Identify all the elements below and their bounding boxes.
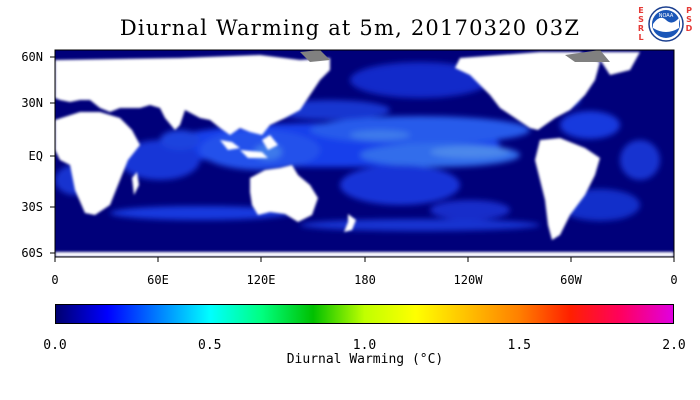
land-madagascar bbox=[132, 172, 139, 195]
lon-label-6: 0 bbox=[670, 273, 677, 287]
colorbar-title: Diurnal Warming (°C) bbox=[286, 352, 444, 367]
world-map: 60N 30N EQ 30S 60S 0 60E 120E 180 120W 60W 0 bbox=[21, 49, 678, 287]
map-title: Diurnal Warming at 5m, 20170320 03Z bbox=[119, 16, 581, 40]
lon-label-3: 180 bbox=[354, 273, 376, 287]
lat-label-1: 30N bbox=[21, 96, 43, 110]
noaa-logo: NOAA bbox=[648, 6, 684, 42]
land-masses bbox=[55, 52, 674, 257]
longitude-ticks: 0 60E 120E 180 120W 60W 0 bbox=[51, 257, 678, 287]
land-africa bbox=[55, 112, 140, 215]
colorbar-tick-1: 0.5 bbox=[198, 338, 222, 353]
lon-label-4: 120W bbox=[454, 273, 484, 287]
land-south-america bbox=[535, 138, 600, 240]
land-indonesia bbox=[220, 135, 278, 158]
colorbar-tick-0: 0.0 bbox=[43, 338, 67, 353]
colorbar-tick-4: 2.0 bbox=[662, 338, 686, 353]
lon-label-0: 0 bbox=[51, 273, 58, 287]
lon-label-2: 120E bbox=[247, 273, 276, 287]
lon-label-1: 60E bbox=[147, 273, 169, 287]
esrl-letters: E S R L bbox=[637, 6, 645, 42]
colorbar-tick-3: 1.5 bbox=[507, 338, 531, 353]
lat-label-3: 30S bbox=[21, 200, 43, 214]
land-antarctica bbox=[55, 252, 674, 257]
sea-ice bbox=[300, 50, 610, 62]
lat-label-2: EQ bbox=[29, 149, 43, 163]
lat-label-4: 60S bbox=[21, 246, 43, 260]
land-new-zealand bbox=[344, 214, 356, 232]
lat-label-0: 60N bbox=[21, 50, 43, 64]
colorbar bbox=[55, 304, 674, 324]
land-eurasia bbox=[55, 55, 330, 135]
psd-letters: P S D bbox=[685, 6, 693, 33]
latitude-ticks: 60N 30N EQ 30S 60S bbox=[21, 50, 55, 260]
lon-label-5: 60W bbox=[560, 273, 582, 287]
land-north-america bbox=[455, 52, 600, 130]
colorbar-tick-2: 1.0 bbox=[352, 338, 377, 353]
land-australia bbox=[250, 165, 318, 222]
svg-text:NOAA: NOAA bbox=[659, 13, 674, 19]
